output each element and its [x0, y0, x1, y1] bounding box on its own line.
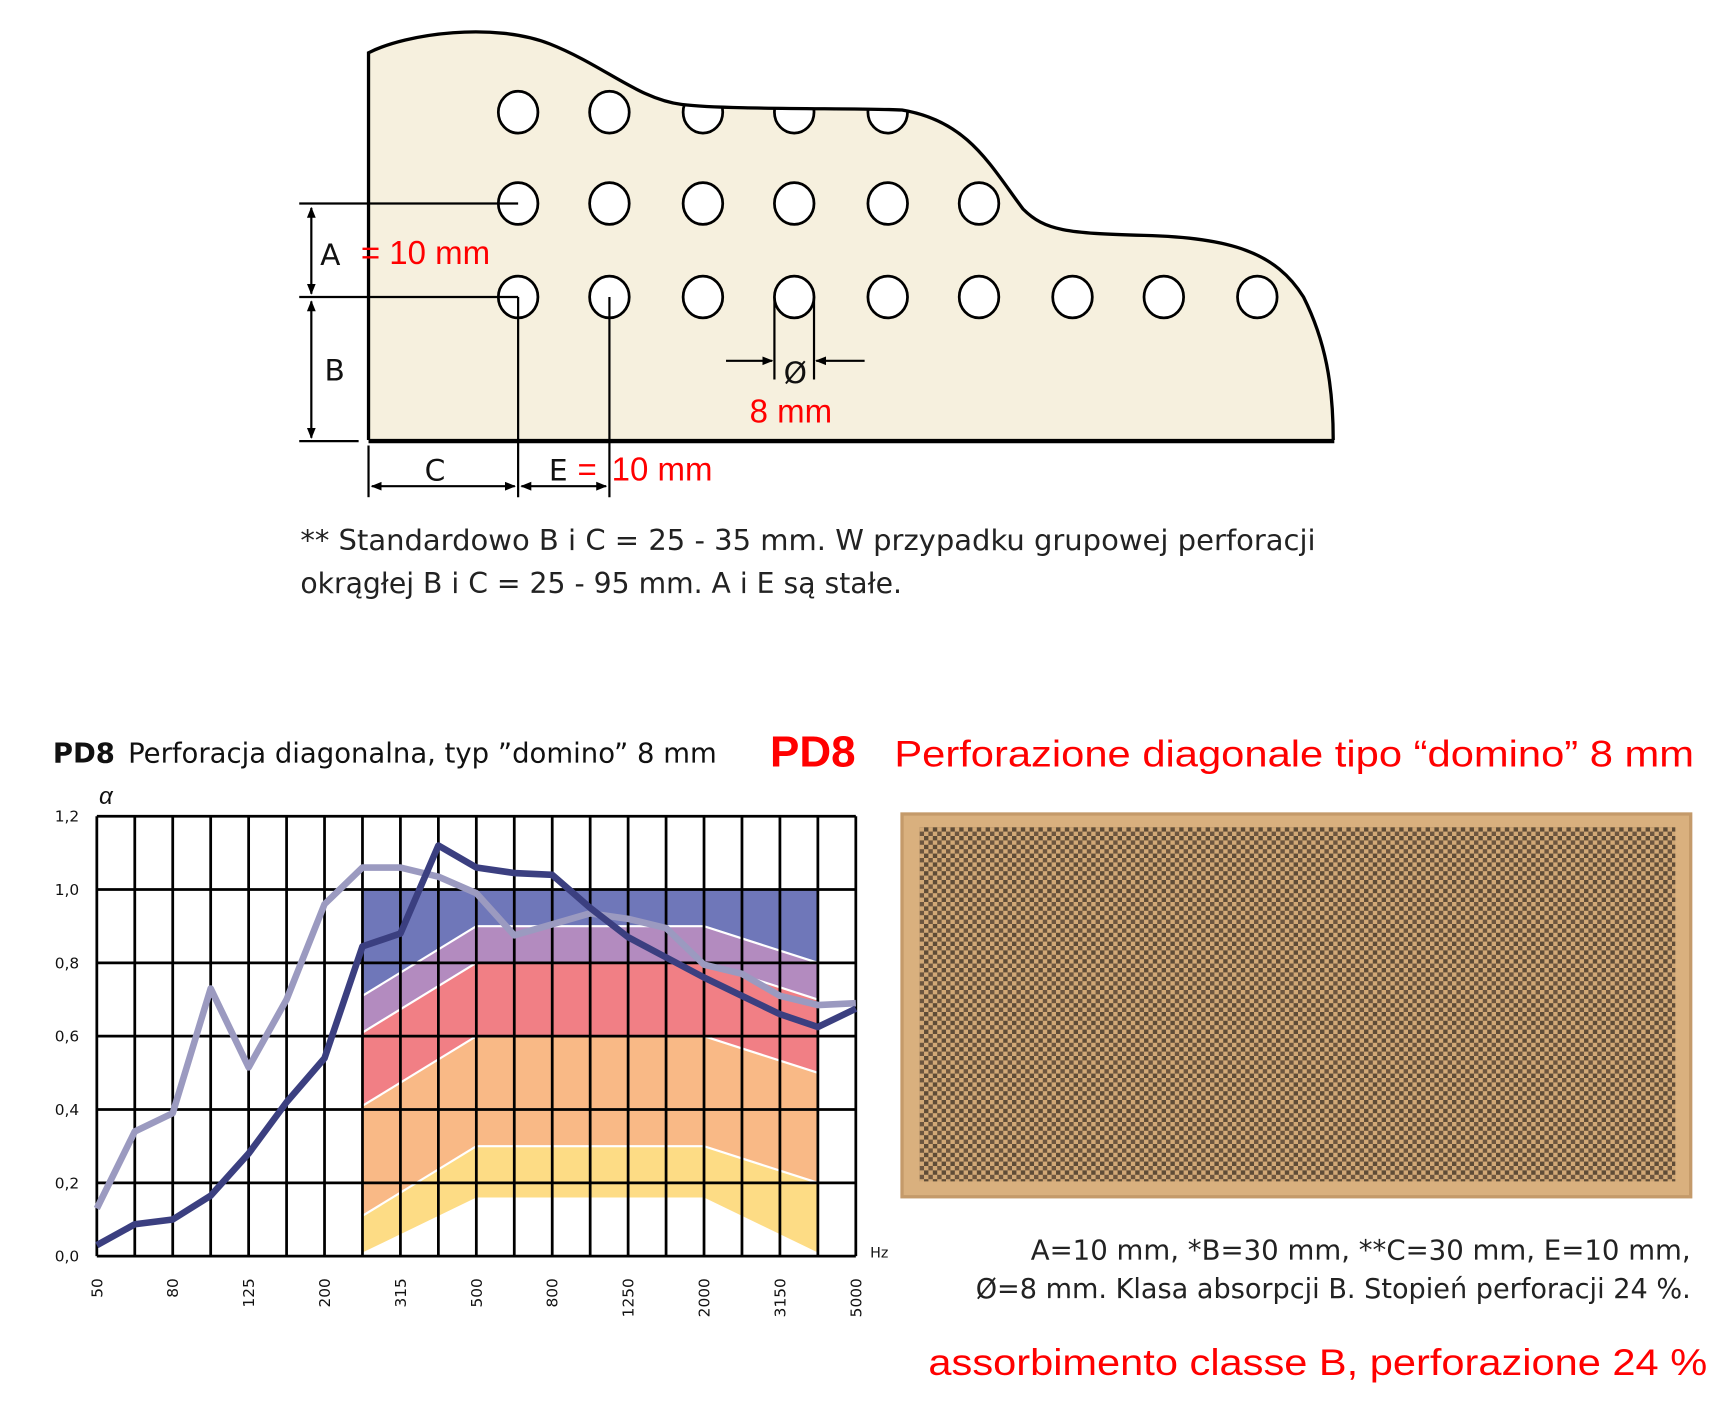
- hole: [957, 274, 1001, 320]
- x-tick-label: 315: [392, 1278, 410, 1307]
- x-tick-label: 5000: [847, 1278, 865, 1317]
- label-a: A: [320, 238, 341, 273]
- hole: [773, 274, 816, 320]
- heading-pl-code: PD8: [53, 737, 115, 769]
- value-e: 10 mm: [612, 451, 713, 488]
- hole: [588, 181, 631, 226]
- caption-line-2: Ø=8 mm. Klasa absorpcji B. Stopień perfo…: [976, 1273, 1691, 1305]
- y-tick-label: 0,0: [55, 1248, 79, 1266]
- series-line-light: [93, 864, 856, 1210]
- diameter-value: 8 mm: [750, 392, 832, 429]
- note-line-2: okrągłej B i C = 25 - 95 mm. A i E są st…: [300, 567, 902, 600]
- hole: [866, 181, 909, 226]
- heading-it-title: Perforazione diagonale tipo “domino” 8 m…: [894, 733, 1694, 775]
- y-tick-label: 0,2: [55, 1174, 79, 1192]
- diameter-symbol: Ø: [784, 356, 807, 391]
- x-tick-label: 50: [88, 1278, 106, 1298]
- perforation-diagram: A = 10 mm B C E = 10 mm Ø 8 mm ** Standa…: [299, 30, 1335, 600]
- hole: [1236, 274, 1279, 320]
- y-tick-label: 0,6: [55, 1028, 79, 1046]
- x-tick-label: 3150: [771, 1278, 789, 1317]
- hole: [866, 274, 909, 320]
- hole: [496, 89, 540, 135]
- hole: [957, 181, 1001, 226]
- panel-photo: [900, 812, 1693, 1199]
- series-line-dark: [95, 842, 858, 1249]
- hole: [681, 181, 725, 226]
- value-a: = 10 mm: [361, 234, 490, 271]
- hole: [773, 89, 816, 135]
- label-b: B: [325, 354, 345, 389]
- absorption-chart: 0,0 0,2 0,4 0,6 0,8 1,0 1,2 50 80 125 200 315 500 80…: [55, 783, 889, 1317]
- x-axis-label: Hz: [870, 1245, 888, 1261]
- heading-it-code: PD8: [770, 728, 856, 777]
- y-tick-labels: 0,0 0,2 0,4 0,6 0,8 1,0 1,2: [55, 808, 79, 1266]
- perforation-holes: [496, 89, 1279, 320]
- label-c: C: [425, 454, 446, 489]
- heading-pl: PD8 Perforacja diagonalna, typ ”domino” …: [53, 737, 717, 769]
- y-tick-label: 1,2: [55, 808, 79, 826]
- panel-outline: [366, 30, 1335, 440]
- x-tick-label: 800: [544, 1278, 562, 1307]
- x-tick-label: 500: [468, 1278, 486, 1307]
- label-e: E: [549, 454, 568, 489]
- hole: [1051, 274, 1094, 320]
- y-tick-label: 1,0: [55, 881, 79, 899]
- value-e-equals: =: [578, 451, 597, 488]
- hole: [866, 89, 909, 135]
- heading-pl-title: Perforacja diagonalna, typ ”domino” 8 mm: [128, 737, 717, 769]
- chart-grid: [95, 814, 858, 1258]
- x-tick-label: 200: [316, 1278, 334, 1307]
- caption-italian: assorbimento classe B, perforazione 24 %: [928, 1341, 1707, 1383]
- y-tick-label: 0,4: [55, 1101, 79, 1119]
- x-tick-label: 125: [240, 1278, 258, 1307]
- dimension-lines: [299, 202, 865, 498]
- x-tick-label: 80: [164, 1278, 182, 1298]
- x-tick-labels: 50 80 125 200 315 500 800 1250 2000 3150 5000: [88, 1278, 865, 1317]
- hole: [681, 89, 725, 135]
- y-tick-label: 0,8: [55, 954, 79, 972]
- x-tick-label: 2000: [696, 1278, 714, 1317]
- x-tick-label: 1250: [620, 1278, 638, 1317]
- hole: [588, 89, 631, 135]
- hole: [681, 274, 725, 320]
- hole: [1142, 274, 1185, 320]
- note-line-1: ** Standardowo B i C = 25 - 35 mm. W prz…: [300, 524, 1315, 557]
- hole: [773, 181, 816, 226]
- caption-line-1: A=10 mm, *B=30 mm, **C=30 mm, E=10 mm,: [1031, 1234, 1691, 1266]
- y-axis-label: α: [99, 783, 114, 810]
- chart-series: [93, 842, 858, 1249]
